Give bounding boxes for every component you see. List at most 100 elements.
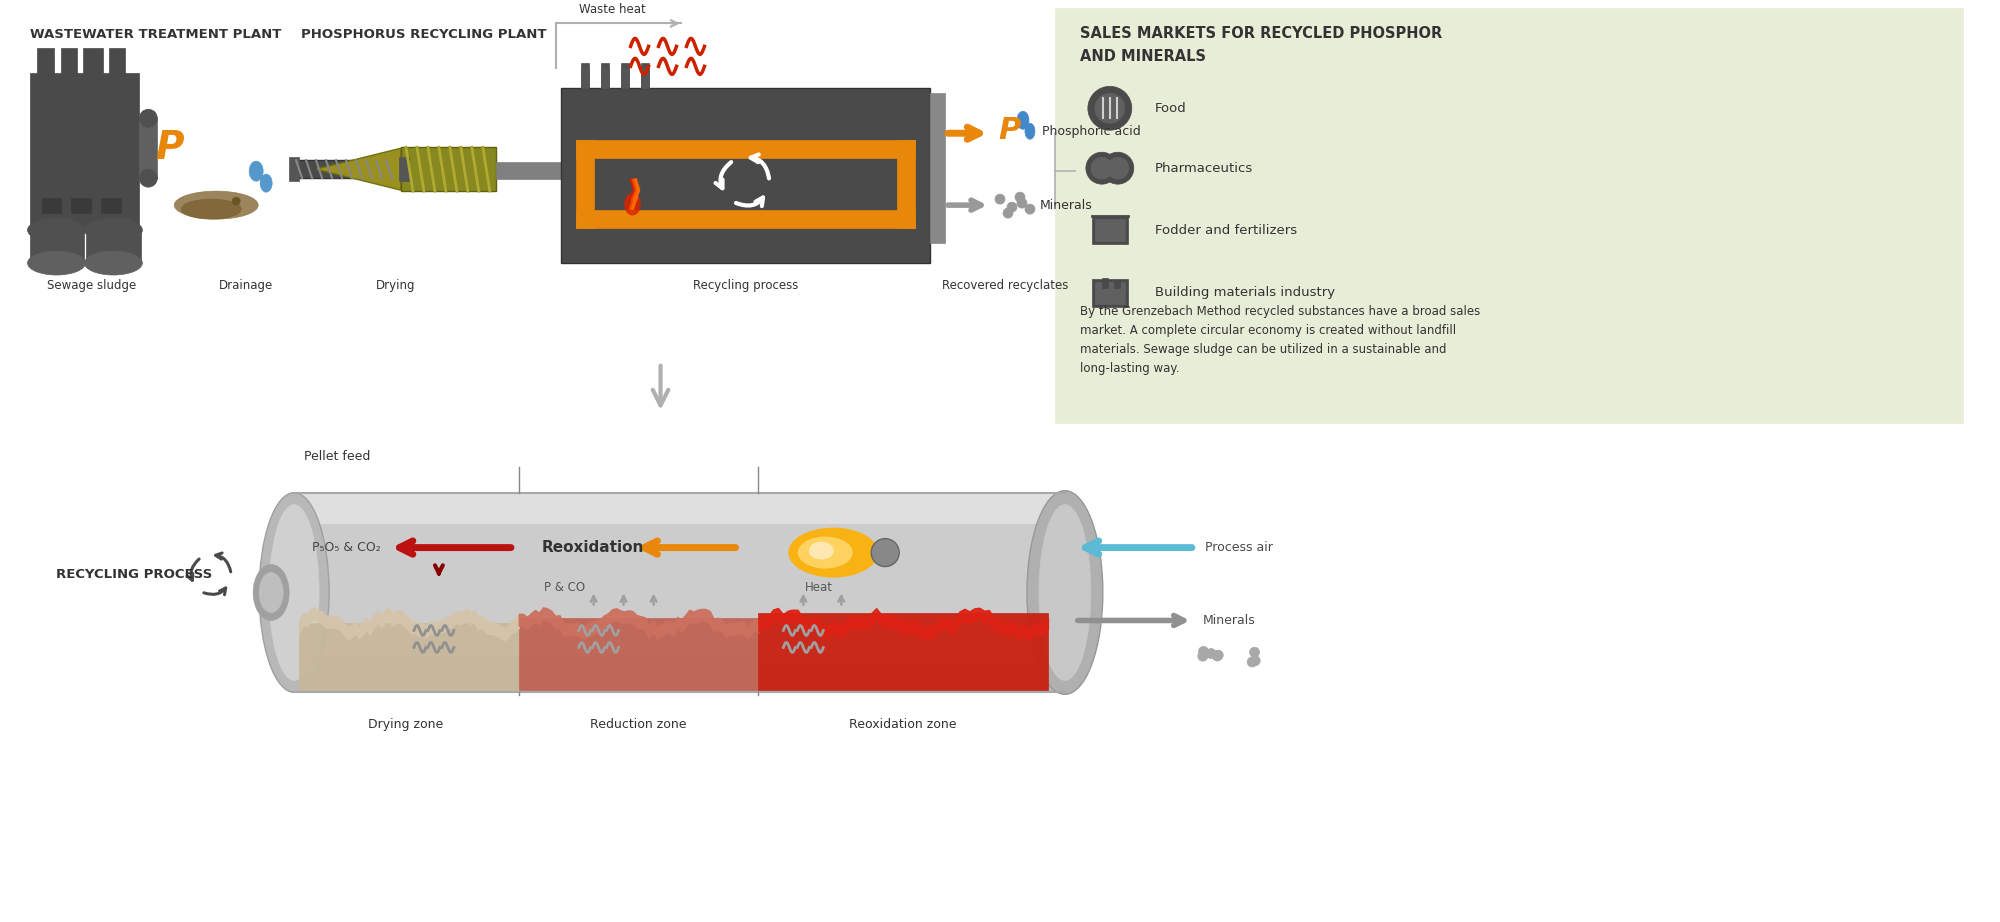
Ellipse shape (1198, 646, 1208, 656)
Ellipse shape (84, 219, 142, 242)
Ellipse shape (1198, 651, 1208, 661)
Ellipse shape (996, 195, 1004, 204)
Bar (640, 68, 648, 89)
Bar (580, 64, 588, 89)
Text: Pellet feed: Pellet feed (304, 450, 370, 463)
Ellipse shape (1016, 198, 1026, 208)
Ellipse shape (1006, 202, 1016, 212)
Text: Reoxidation: Reoxidation (542, 540, 644, 555)
Text: Drying: Drying (376, 279, 416, 292)
Ellipse shape (1106, 158, 1128, 179)
Text: Minerals: Minerals (1040, 198, 1092, 212)
Text: Pharmaceutics: Pharmaceutics (1154, 161, 1254, 174)
Ellipse shape (1094, 93, 1124, 124)
Ellipse shape (1024, 204, 1034, 214)
Bar (294, 657, 1064, 692)
Ellipse shape (1206, 648, 1216, 658)
Polygon shape (316, 148, 400, 190)
Ellipse shape (270, 504, 320, 680)
Text: Drying zone: Drying zone (368, 718, 444, 731)
Bar (86, 230, 142, 263)
Ellipse shape (788, 527, 878, 577)
Bar (1092, 279, 1128, 307)
Bar (290, 158, 300, 181)
Bar (620, 68, 628, 89)
Bar (398, 158, 408, 181)
Bar (42, 198, 62, 213)
Bar (580, 68, 588, 89)
Ellipse shape (798, 537, 852, 569)
Bar (640, 64, 648, 89)
Text: PHOSPHORUS RECYCLING PLANT: PHOSPHORUS RECYCLING PLANT (302, 29, 546, 41)
Text: RECYCLING PROCESS: RECYCLING PROCESS (56, 568, 212, 581)
Ellipse shape (260, 174, 272, 192)
Ellipse shape (1250, 656, 1260, 666)
Text: Sewage sludge: Sewage sludge (46, 279, 136, 292)
Ellipse shape (140, 169, 158, 187)
Ellipse shape (1024, 124, 1034, 139)
Text: Phosphoric acid: Phosphoric acid (1042, 124, 1140, 137)
Ellipse shape (140, 110, 158, 127)
Bar (36, 48, 54, 103)
Bar (496, 162, 560, 179)
Ellipse shape (174, 191, 258, 219)
Bar (84, 48, 104, 108)
Ellipse shape (1088, 87, 1132, 130)
Text: Reoxidation zone: Reoxidation zone (850, 718, 956, 731)
Text: Recycling process: Recycling process (692, 279, 798, 292)
Ellipse shape (1090, 158, 1112, 179)
Ellipse shape (250, 161, 264, 181)
Ellipse shape (1026, 491, 1102, 694)
Bar (102, 198, 122, 213)
Bar (140, 118, 158, 178)
Bar (1092, 216, 1128, 244)
Bar (294, 492, 1064, 692)
Text: P: P (156, 129, 184, 167)
Bar (30, 74, 140, 228)
Bar (1102, 278, 1108, 288)
Ellipse shape (1248, 657, 1258, 667)
Ellipse shape (1250, 647, 1260, 657)
Bar (300, 623, 518, 691)
Ellipse shape (28, 219, 86, 242)
Text: Reduction zone: Reduction zone (590, 718, 686, 731)
Text: P₅O₅ & CO₂: P₅O₅ & CO₂ (312, 541, 380, 554)
Bar (1054, 8, 1964, 423)
Text: Food: Food (1154, 101, 1186, 114)
Text: Fodder and fertilizers: Fodder and fertilizers (1154, 224, 1296, 237)
Bar (576, 140, 594, 228)
Ellipse shape (1014, 192, 1024, 202)
Text: Minerals: Minerals (1202, 614, 1256, 627)
Ellipse shape (1002, 208, 1012, 219)
Bar (1114, 280, 1120, 288)
Bar (110, 48, 126, 99)
Ellipse shape (254, 564, 290, 621)
Bar (400, 148, 496, 191)
Text: WASTEWATER TREATMENT PLANT: WASTEWATER TREATMENT PLANT (30, 29, 280, 41)
Ellipse shape (624, 193, 640, 215)
Ellipse shape (182, 199, 242, 219)
Ellipse shape (28, 251, 86, 275)
Bar (292, 160, 400, 178)
Ellipse shape (808, 541, 834, 560)
Bar (576, 140, 916, 159)
Bar (576, 210, 916, 228)
Ellipse shape (1038, 504, 1090, 680)
Ellipse shape (232, 197, 240, 205)
Ellipse shape (872, 538, 900, 566)
Ellipse shape (1016, 112, 1028, 129)
Bar (758, 613, 1048, 691)
Bar (518, 619, 758, 691)
Bar (560, 89, 930, 263)
Bar (30, 230, 84, 263)
Ellipse shape (1086, 152, 1118, 184)
Text: By the Grenzebach Method recycled substances have a broad sales
market. A comple: By the Grenzebach Method recycled substa… (1080, 305, 1480, 375)
Text: P: P (998, 116, 1020, 145)
Ellipse shape (260, 492, 330, 692)
Text: Heat: Heat (806, 581, 834, 594)
Text: P & CO: P & CO (544, 581, 584, 594)
Ellipse shape (1102, 152, 1134, 184)
Bar (294, 492, 1064, 523)
Bar (1094, 282, 1124, 304)
Bar (898, 140, 916, 228)
